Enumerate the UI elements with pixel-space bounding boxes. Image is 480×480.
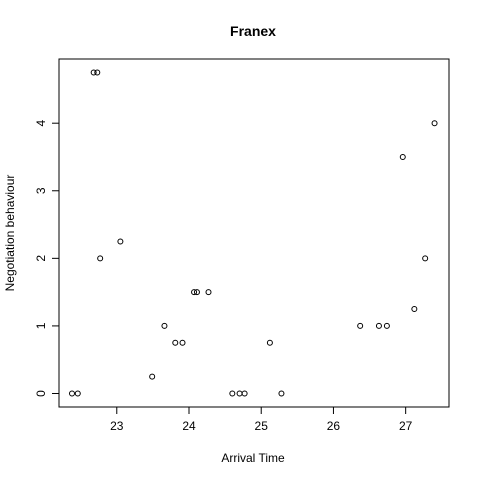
y-tick-label: 3 [34,187,48,194]
data-point [383,322,390,329]
chart-title: Franex [230,23,276,39]
y-tick-label: 2 [34,255,48,262]
data-point [117,238,124,245]
plot-frame [58,58,450,408]
y-axis: 0 1 2 3 4 [34,120,59,397]
y-tick-label: 0 [34,390,48,397]
data-point [172,339,179,346]
data-point [375,322,382,329]
data-point [431,120,438,127]
data-point [193,289,200,296]
data-point [236,390,243,397]
data-point [149,373,156,380]
data-point [399,153,406,160]
data-point [97,255,104,262]
x-tick-label: 27 [399,419,413,433]
x-axis-label: Arrival Time [221,451,285,465]
data-point [241,390,248,397]
y-tick-label: 4 [34,120,48,127]
x-tick-label: 24 [182,419,196,433]
y-axis-label: Negotiation behaviour [3,175,17,292]
data-point [266,339,273,346]
data-point [90,69,97,76]
data-point [74,390,81,397]
x-tick-label: 25 [255,419,269,433]
data-point [411,306,418,313]
x-tick-label: 23 [110,419,124,433]
data-point [422,255,429,262]
x-axis: 23 24 25 26 27 [110,407,413,433]
x-tick-label: 26 [327,419,341,433]
data-point [357,322,364,329]
data-point [69,390,75,397]
data-point [161,322,168,329]
data-point [179,339,186,346]
data-point [278,390,285,397]
data-point [229,390,236,397]
data-point [205,289,212,296]
data-point [191,289,198,296]
data-points [69,69,438,397]
y-tick-label: 1 [34,322,48,329]
data-point [94,69,101,76]
